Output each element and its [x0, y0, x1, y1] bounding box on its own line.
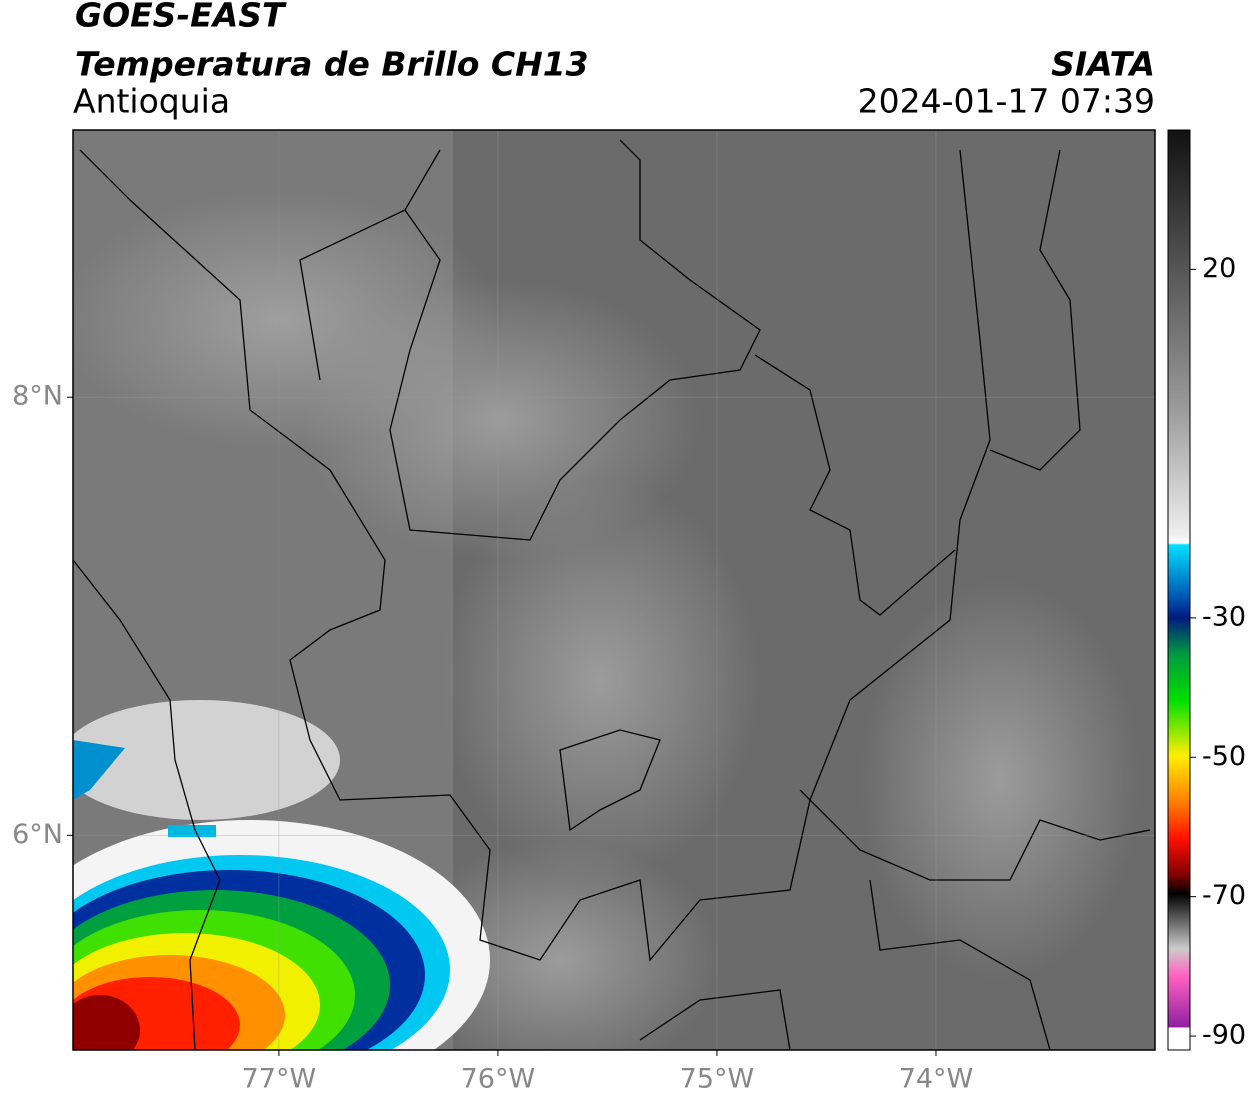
- x-tick-label: 76°W: [461, 1064, 536, 1095]
- y-tick-label: 6°N: [12, 819, 63, 850]
- colorbar-tick-label: -30: [1202, 601, 1246, 632]
- colorbar-tick-label: 20: [1202, 253, 1236, 284]
- colorbar-tick-label: -90: [1202, 1020, 1246, 1051]
- colorbar-tick-label: -50: [1202, 741, 1246, 772]
- y-tick-label: 8°N: [12, 381, 63, 412]
- source: SIATA: [1051, 45, 1155, 84]
- map-frame: [72, 129, 1156, 1051]
- colorbar-tick-label: -70: [1202, 880, 1246, 911]
- subtitle: Temperatura de Brillo CH13: [75, 45, 589, 84]
- region: Antioquia: [73, 82, 230, 121]
- borders: [73, 139, 1151, 1050]
- colorbar: [1167, 129, 1191, 1051]
- x-tick-label: 77°W: [242, 1064, 317, 1095]
- datetime: 2024-01-17 07:39: [858, 82, 1155, 121]
- title: GOES-EAST: [75, 0, 287, 35]
- x-tick-label: 74°W: [899, 1064, 974, 1095]
- x-tick-label: 75°W: [680, 1064, 755, 1095]
